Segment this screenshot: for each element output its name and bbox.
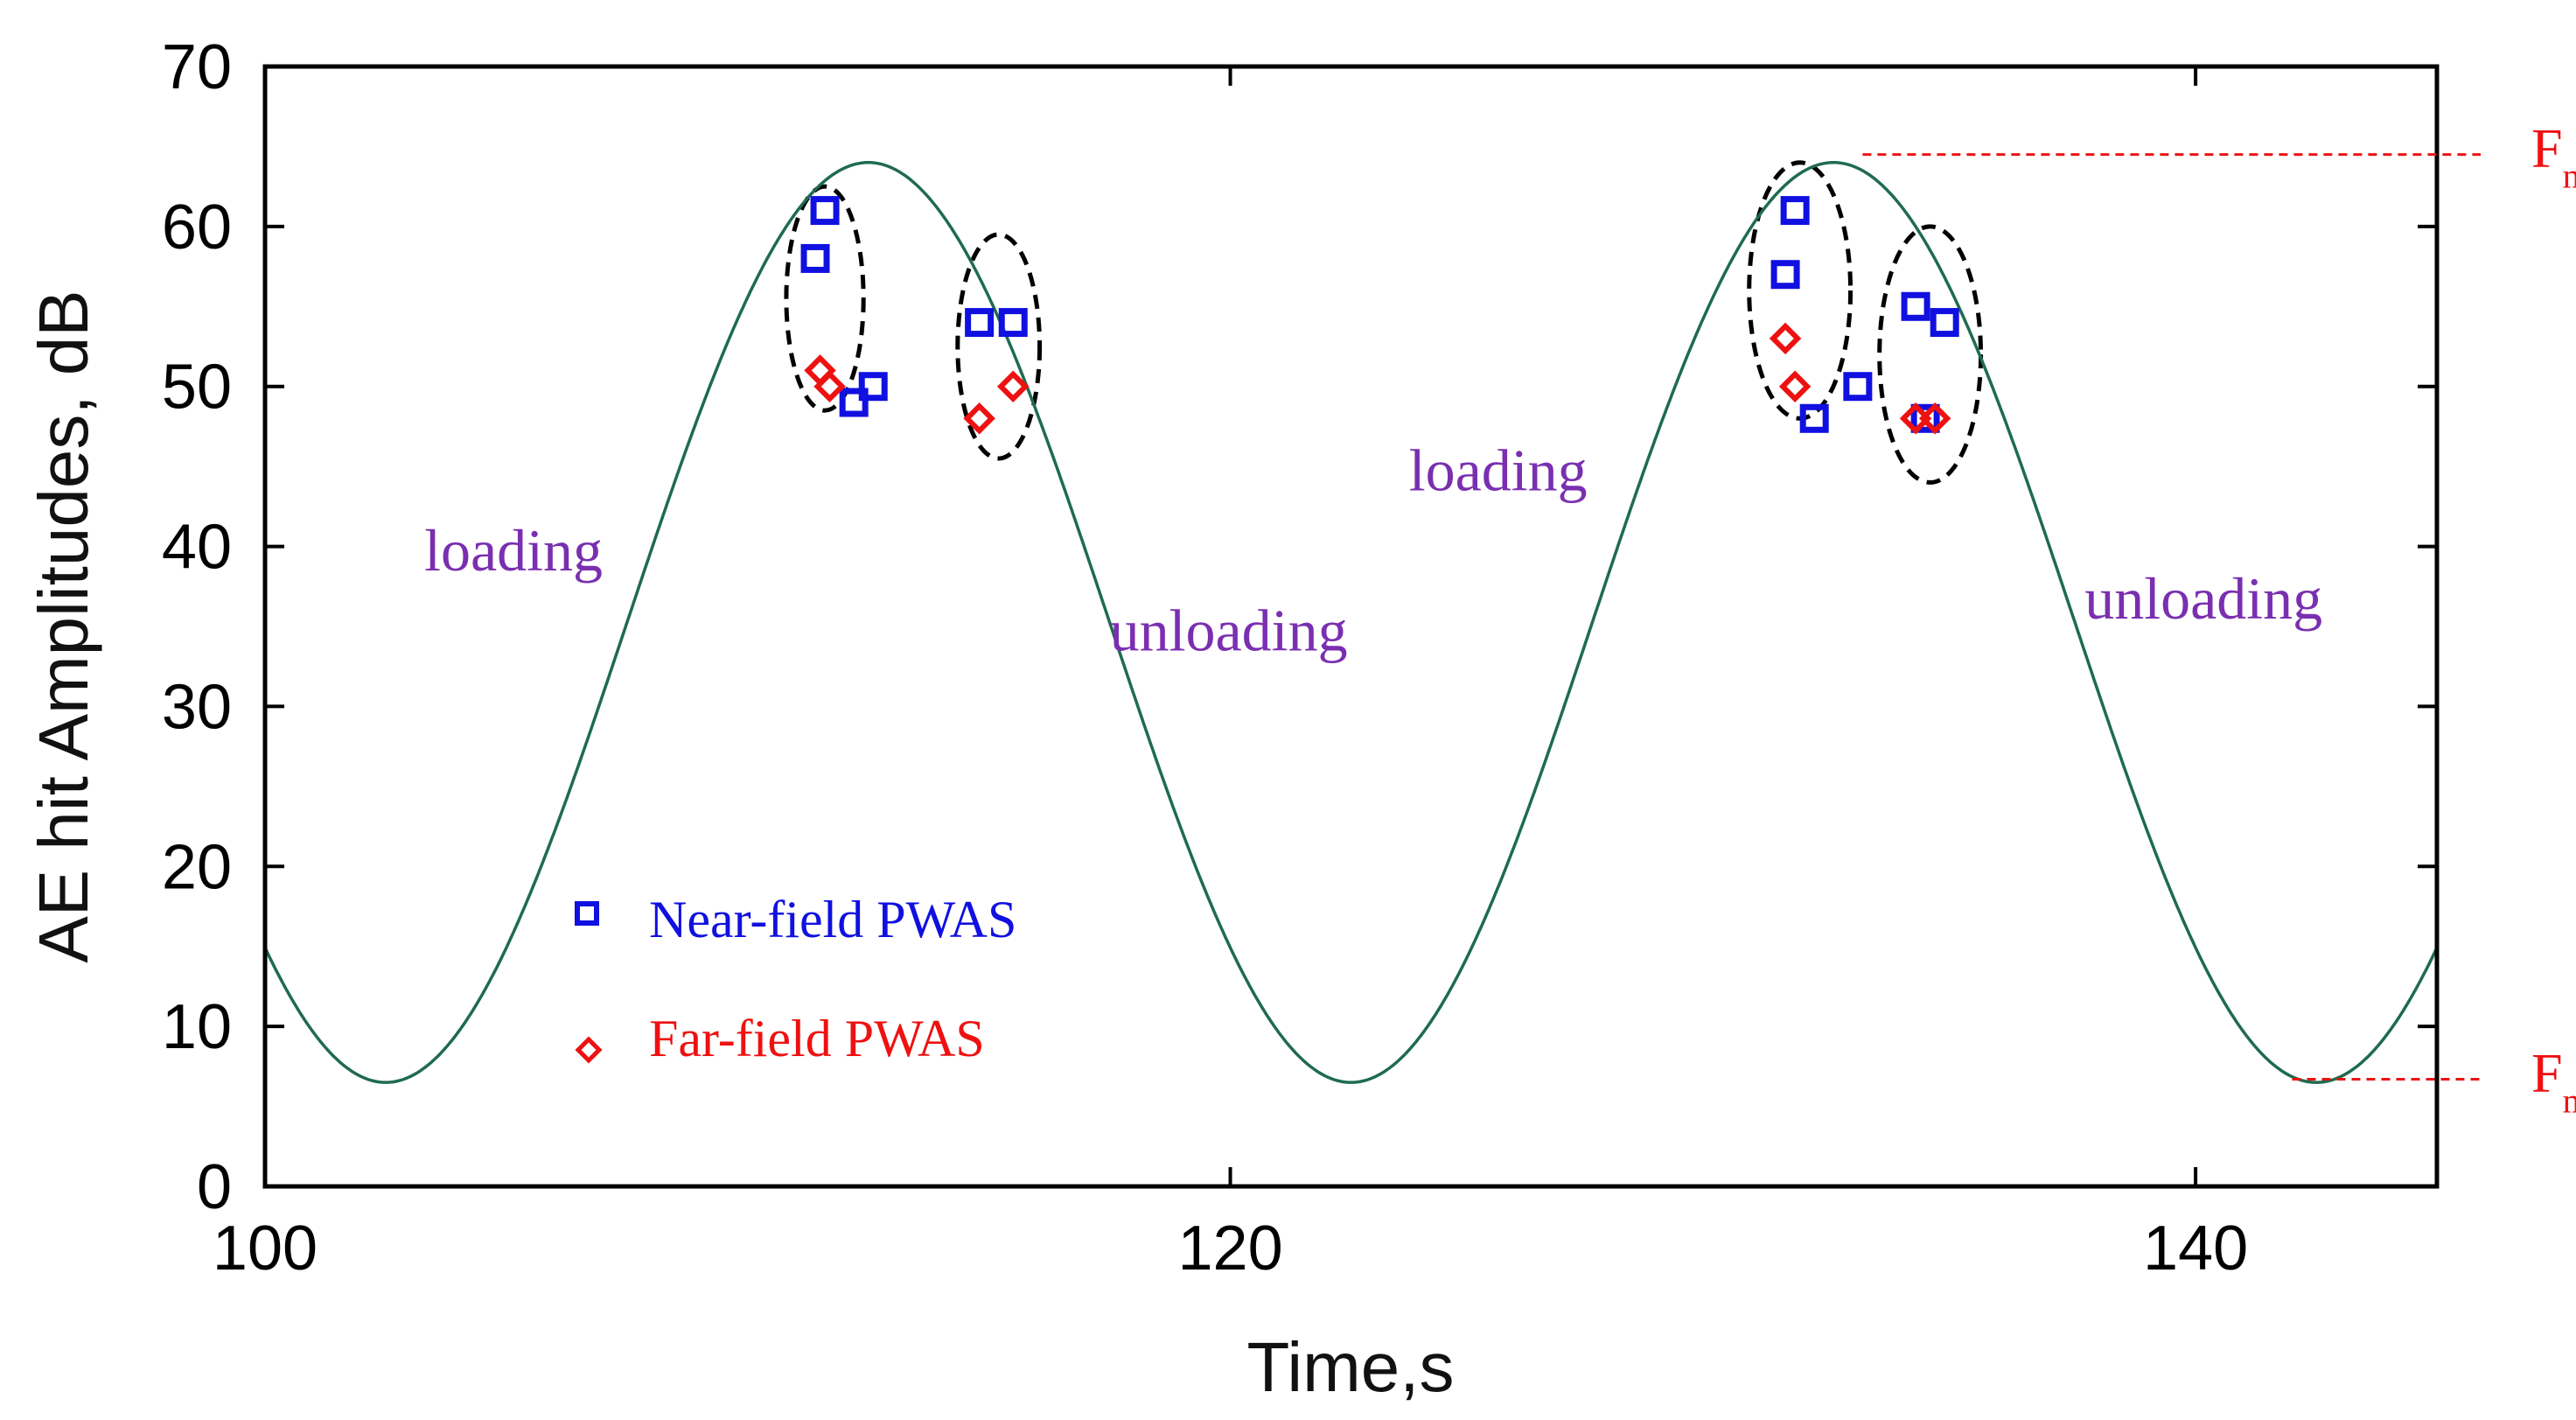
phase-annotation: unloading (1110, 597, 1348, 663)
near-field-point (1799, 403, 1829, 433)
near-field-point (1910, 403, 1940, 433)
y-tick-label: 40 (162, 513, 232, 583)
force-reference-lines: Fmax Fmin (1862, 117, 2576, 1120)
legend-label-far-field: Far-field PWAS (649, 1010, 985, 1067)
y-tick-label: 60 (162, 192, 232, 262)
far-field-point (1769, 322, 1802, 355)
near-field-point (1843, 372, 1873, 402)
legend-label-near-field: Near-field PWAS (649, 891, 1016, 948)
near-field-point (839, 388, 869, 417)
reference-label-max: Fmax (2531, 117, 2576, 196)
far-field-point (997, 370, 1030, 402)
cluster-ellipse (1747, 160, 1853, 421)
cluster-ellipses (784, 160, 1984, 485)
x-axis-title: Time,s (1246, 1328, 1454, 1406)
legend-marker-near-field (575, 901, 599, 926)
tick-labels: 100 120 140 0 10 20 30 40 50 60 70 (162, 32, 2248, 1284)
far-field-point (1918, 402, 1951, 435)
near-field-point (858, 372, 888, 402)
near-field-point (1930, 308, 1959, 338)
x-tick-label: 100 (213, 1214, 318, 1284)
phase-annotation: loading (1409, 437, 1588, 504)
data-markers (800, 196, 1959, 435)
near-field-point (800, 243, 830, 273)
x-tick-label: 120 (1177, 1214, 1282, 1284)
cluster-ellipse (784, 184, 866, 413)
legend-marker-far-field (575, 1036, 603, 1064)
y-tick-label: 50 (162, 353, 232, 423)
near-field-point (998, 308, 1028, 338)
plot-frame (262, 64, 2440, 1189)
near-field-point (1780, 196, 1810, 226)
legend: Near-field PWAS Far-field PWAS (575, 891, 1016, 1067)
phase-annotation: loading (424, 517, 603, 584)
y-axis-title: AE hit Amplitudes, dB (24, 290, 102, 962)
load-cycle-curve (263, 160, 2439, 1084)
y-tick-label: 30 (162, 672, 232, 742)
cluster-ellipse (955, 232, 1043, 461)
y-tick-label: 20 (162, 832, 232, 902)
far-field-point (813, 370, 846, 402)
near-field-point (1770, 260, 1800, 290)
y-tick-label: 10 (162, 992, 232, 1062)
phase-annotation: unloading (2084, 565, 2322, 632)
far-field-point (804, 354, 836, 387)
near-field-point (965, 308, 995, 338)
near-field-point (1901, 291, 1930, 321)
y-tick-label: 0 (197, 1152, 232, 1222)
far-field-point (963, 402, 995, 435)
y-tick-label: 70 (162, 32, 232, 102)
reference-label-min: Fmin (2531, 1041, 2576, 1120)
near-field-point (810, 196, 840, 226)
x-tick-label: 140 (2143, 1214, 2248, 1284)
cluster-ellipse (1877, 224, 1984, 485)
far-field-point (1778, 370, 1812, 402)
annotations: loading unloading loading unloading (424, 437, 2322, 664)
